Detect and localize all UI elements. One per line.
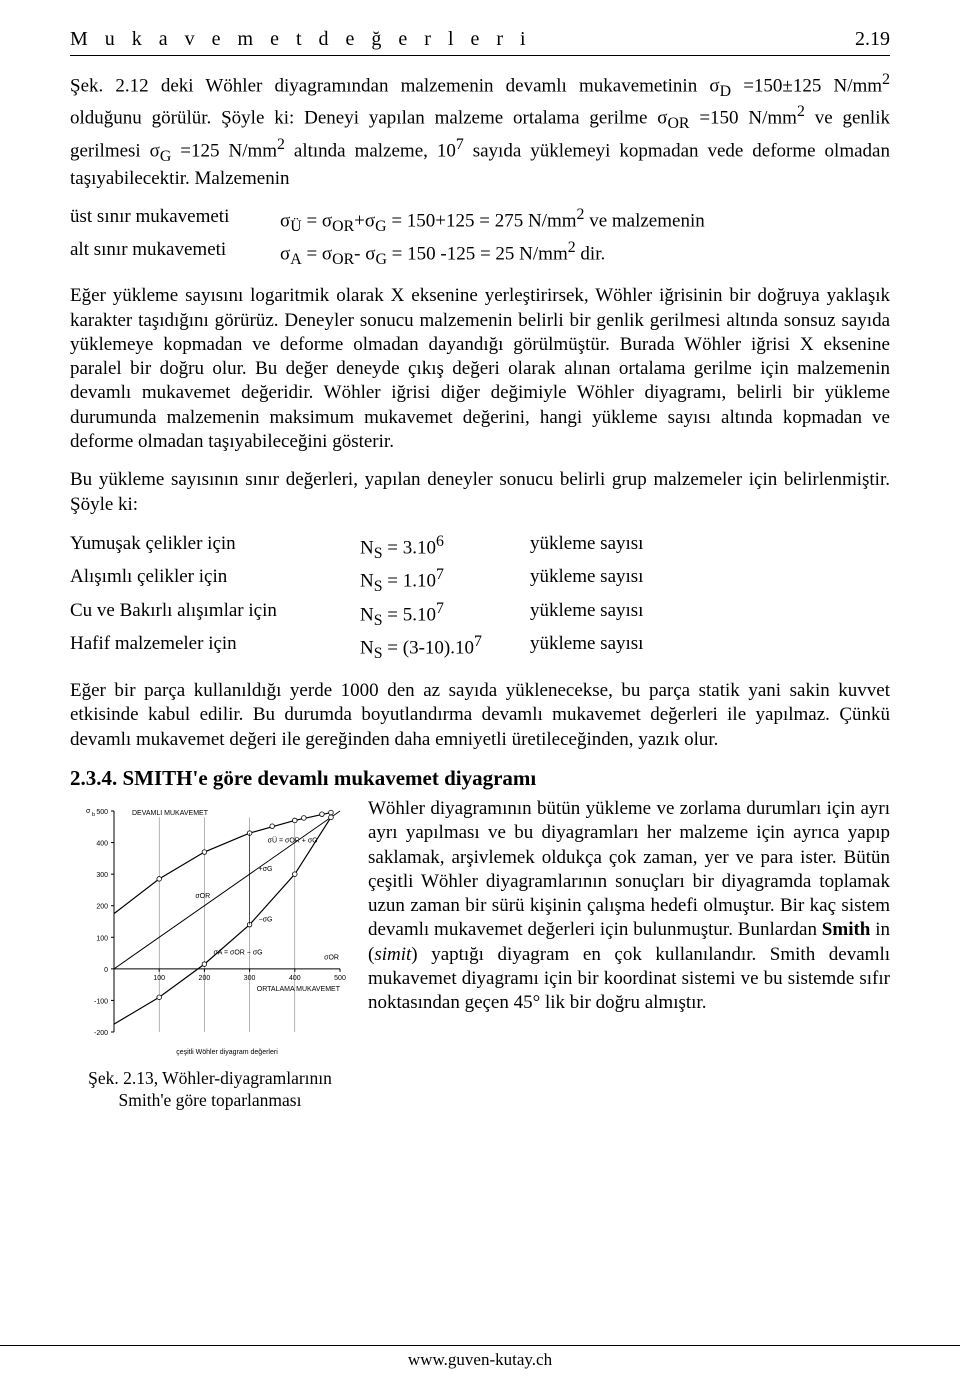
page-header: M u k a v e m e t d e ğ e r l e r i 2.19: [70, 28, 890, 56]
svg-text:−σG: −σG: [259, 916, 273, 923]
svg-text:σA = σOR − σG: σA = σOR − σG: [213, 950, 262, 957]
svg-text:500: 500: [334, 975, 346, 982]
smith-paragraph-column: Wöhler diyagramının bütün yükleme ve zor…: [368, 797, 890, 1112]
smith-chart: -200-1000100200300400500100200300400500σ…: [70, 797, 350, 1062]
lower-limit-label: alt sınır mukavemeti: [70, 238, 280, 270]
ns-material: Alışımlı çelikler için: [70, 564, 360, 597]
svg-text:400: 400: [96, 840, 108, 847]
svg-text:500: 500: [96, 809, 108, 816]
ns-unit: yükleme sayısı: [530, 564, 890, 597]
ns-value: NS = 1.107: [360, 564, 530, 597]
svg-text:0: 0: [104, 967, 108, 974]
ns-material: Hafif malzemeler için: [70, 631, 360, 664]
ns-unit: yükleme sayısı: [530, 531, 890, 564]
ns-value: NS = 3.106: [360, 531, 530, 564]
paragraph-3: Bu yükleme sayısının sınır değerleri, ya…: [70, 468, 890, 517]
ns-row: Hafif malzemeler içinNS = (3-10).107yükl…: [70, 631, 890, 664]
svg-text:-200: -200: [94, 1030, 108, 1037]
upper-limit-label: üst sınır mukavemeti: [70, 205, 280, 237]
ns-row: Cu ve Bakırlı alışımlar içinNS = 5.107yü…: [70, 598, 890, 631]
header-title: M u k a v e m e t d e ğ e r l e r i: [70, 28, 532, 51]
ns-unit: yükleme sayısı: [530, 598, 890, 631]
figure-caption: Şek. 2.13, Wöhler-diyagramlarının Smith'…: [70, 1068, 350, 1112]
lower-limit-row: alt sınır mukavemeti σA = σOR- σG = 150 …: [70, 238, 890, 270]
ns-value: NS = 5.107: [360, 598, 530, 631]
smith-paragraph: Wöhler diyagramının bütün yükleme ve zor…: [368, 797, 890, 1016]
svg-text:+σG: +σG: [259, 866, 273, 873]
svg-text:-100: -100: [94, 998, 108, 1005]
svg-text:σÜ = σOR + σG: σÜ = σOR + σG: [268, 836, 318, 844]
svg-text:200: 200: [96, 904, 108, 911]
paragraph-2: Eğer yükleme sayısını logaritmik olarak …: [70, 284, 890, 454]
page-footer: www.guven-kutay.ch: [0, 1345, 960, 1370]
upper-limit-row: üst sınır mukavemeti σÜ = σOR+σG = 150+1…: [70, 205, 890, 237]
figure-text-row: -200-1000100200300400500100200300400500σ…: [70, 797, 890, 1112]
svg-text:DEVAMLI MUKAVEMET: DEVAMLI MUKAVEMET: [132, 810, 209, 817]
svg-text:σOR: σOR: [324, 954, 339, 961]
paragraph-1: Şek. 2.12 deki Wöhler diyagramından malz…: [70, 70, 890, 191]
upper-limit-value: σÜ = σOR+σG = 150+125 = 275 N/mm2 ve mal…: [280, 205, 890, 237]
svg-text:100: 100: [96, 935, 108, 942]
figure-column: -200-1000100200300400500100200300400500σ…: [70, 797, 350, 1112]
paragraph-4: Eğer bir parça kullanıldığı yerde 1000 d…: [70, 679, 890, 752]
strength-list: üst sınır mukavemeti σÜ = σOR+σG = 150+1…: [70, 205, 890, 270]
svg-text:300: 300: [96, 872, 108, 879]
ns-row: Alışımlı çelikler içinNS = 1.107yükleme …: [70, 564, 890, 597]
ns-value: NS = (3-10).107: [360, 631, 530, 664]
header-page-number: 2.19: [855, 28, 890, 51]
ns-material: Cu ve Bakırlı alışımlar için: [70, 598, 360, 631]
ns-row: Yumuşak çelikler içinNS = 3.106yükleme s…: [70, 531, 890, 564]
svg-text:ORTALAMA MUKAVEMET: ORTALAMA MUKAVEMET: [257, 986, 341, 993]
lower-limit-value: σA = σOR- σG = 150 -125 = 25 N/mm2 dir.: [280, 238, 890, 270]
section-title: 2.3.4. SMITH'e göre devamlı mukavemet di…: [70, 766, 890, 791]
ns-unit: yükleme sayısı: [530, 631, 890, 664]
svg-text:çeşitli Wöhler diyagram değerl: çeşitli Wöhler diyagram değerleri: [176, 1049, 278, 1056]
svg-text:b: b: [92, 812, 95, 818]
ns-table: Yumuşak çelikler içinNS = 3.106yükleme s…: [70, 531, 890, 665]
svg-text:σ: σ: [86, 808, 91, 815]
ns-material: Yumuşak çelikler için: [70, 531, 360, 564]
svg-text:σOR: σOR: [195, 893, 210, 900]
